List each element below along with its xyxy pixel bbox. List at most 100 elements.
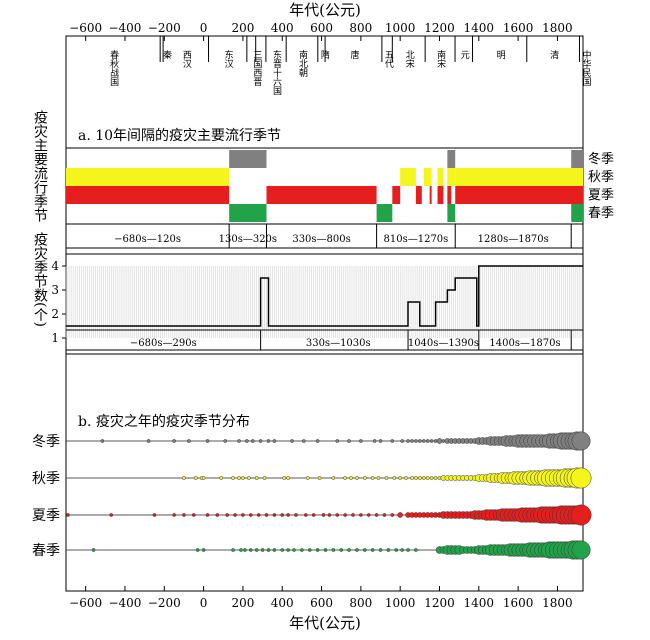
scatter-point: [355, 548, 359, 552]
scatter-point: [331, 476, 336, 480]
scatter-point: [425, 476, 430, 480]
season-count-chart: 1 2 3 4 −680s—290s 330s—1030s 1040s—1390s 1400s…: [51, 253, 584, 351]
dynasty-label: 三国西晋: [251, 50, 262, 87]
top-tick-label: 1000: [385, 21, 416, 35]
scatter-point: [241, 513, 245, 517]
scatter-point: [266, 439, 271, 443]
count-y-tick-label: 3: [51, 283, 59, 297]
scatter-point: [343, 513, 347, 517]
scatter-point: [237, 439, 241, 443]
scatter-point: [414, 439, 418, 443]
scatter-point: [382, 513, 387, 517]
heatmap-cell: [376, 204, 393, 222]
scatter-point: [331, 548, 336, 552]
scatter-point: [272, 548, 277, 552]
scatter-point: [246, 476, 251, 480]
scatter-point: [421, 439, 426, 443]
bottom-tick-label: 1200: [424, 596, 455, 610]
scatter-point: [355, 476, 359, 480]
dynasty-label: 隋: [319, 49, 330, 60]
scatter-point: [311, 513, 316, 517]
scatter-point: [376, 476, 381, 480]
scatter-point: [231, 476, 235, 480]
scatter-point: [172, 513, 176, 517]
heatmap-cell: [447, 150, 456, 168]
scatter-point: [323, 548, 328, 552]
panel-b-title: b. 疫灾之年的疫灾季节分布: [78, 413, 250, 430]
bottom-tick-label: 800: [349, 596, 372, 610]
heatmap-cell: [429, 186, 432, 204]
scatter-point: [109, 513, 114, 517]
scatter-point: [359, 513, 363, 517]
scatter-point: [400, 439, 404, 443]
scatter-point: [351, 513, 355, 517]
scatter-point: [343, 476, 347, 480]
dynasty-label: 春秋战国: [108, 49, 119, 87]
scatter-point: [282, 476, 287, 480]
bottom-tick-label: 200: [231, 596, 254, 610]
scatter-point: [272, 513, 277, 517]
scatter-point: [571, 431, 591, 451]
scatter-point: [406, 548, 410, 552]
scatter-point: [307, 548, 312, 552]
bottom-tick-label: 1000: [385, 596, 416, 610]
count-period-label: −680s—290s: [130, 338, 197, 349]
scatter-point: [201, 476, 206, 480]
heatmap-cell: [447, 186, 452, 204]
scatter-point: [272, 439, 277, 443]
scatter-point: [300, 548, 304, 552]
scatter-point: [66, 513, 70, 517]
period-label: 810s—1270s: [384, 234, 449, 245]
count-y-tick-label: 4: [51, 259, 59, 273]
scatter-point: [250, 439, 255, 443]
scatter-point: [286, 548, 290, 552]
scatter-point: [225, 513, 230, 517]
top-tick-label: −400: [108, 21, 141, 35]
season-heatmap: [65, 147, 584, 225]
scatter-point: [410, 439, 414, 443]
dynasty-label: 北宋: [404, 50, 415, 69]
scatter-point: [215, 513, 220, 517]
scatter-point: [256, 513, 261, 517]
scatter-point: [100, 439, 105, 443]
bottom-tick-label: 1400: [464, 596, 495, 610]
period-label: −680s—120s: [114, 234, 181, 245]
scatter-point: [398, 476, 403, 480]
scatter-point: [404, 476, 408, 480]
dynasty-label: 南宋: [435, 49, 446, 69]
scatter-point: [406, 439, 410, 443]
scatter-point: [410, 476, 414, 480]
scatter-point: [182, 476, 186, 480]
scatter-point: [152, 513, 157, 517]
scatter-point: [286, 513, 290, 517]
scatter-point: [294, 513, 298, 517]
scatter-point: [571, 540, 591, 560]
scatter-point: [266, 548, 271, 552]
bottom-tick-label: −600: [69, 596, 102, 610]
scatter-point: [335, 439, 340, 443]
count-period-label: 1400s—1870s: [489, 338, 560, 349]
scatter-point: [372, 439, 377, 443]
scatter-row-label: 春季: [32, 543, 60, 559]
scatter-point: [317, 476, 322, 480]
scatter-point: [327, 513, 332, 517]
bottom-x-axis: −600 −400 −200 0 200 400 600 800 1000 1200 1400 160…: [69, 586, 573, 610]
scatter-point: [349, 476, 353, 480]
heatmap-cell: [66, 168, 230, 186]
count-period-label: 330s—1030s: [306, 338, 371, 349]
scatter-point: [436, 438, 443, 444]
dynasty-label: 五代: [383, 50, 394, 69]
count-step-line: [66, 265, 583, 327]
heatmap-cell: [415, 186, 422, 204]
scatter-point: [303, 513, 308, 517]
scatter-point: [233, 513, 237, 517]
count-y-tick-label: 2: [51, 307, 59, 321]
heatmap-cell: [455, 168, 583, 186]
season-heatmap-periods: −680s—120s 130s—320s 330s—800s 810s—1270s 12…: [66, 224, 583, 249]
scatter-point: [305, 476, 310, 480]
dynasty-label: 东汉: [223, 49, 234, 69]
scatter-point: [254, 548, 259, 552]
heatmap-cell: [455, 186, 583, 204]
scatter-point: [362, 476, 367, 480]
